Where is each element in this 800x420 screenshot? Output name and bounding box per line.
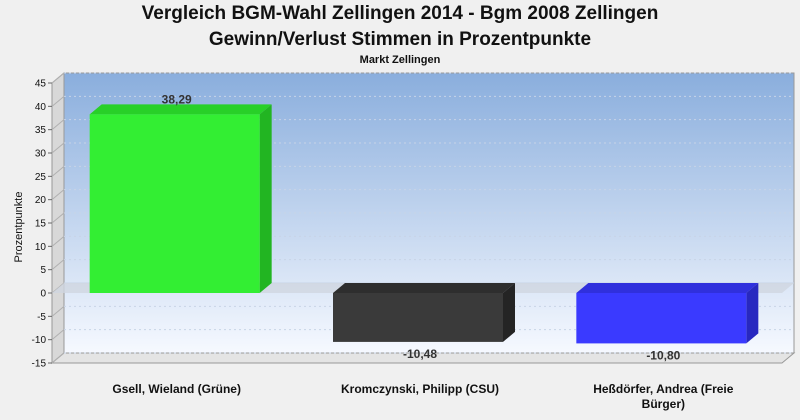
y-tick-label: -5 (37, 312, 46, 323)
gridline-side (51, 119, 65, 131)
bar-3 (576, 283, 759, 344)
chart-title: Vergleich BGM-Wahl Zellingen 2014 - Bgm … (141, 3, 659, 24)
data-label: -10,48 (403, 347, 437, 361)
bar-side (746, 283, 759, 344)
bar-side (503, 283, 515, 342)
y-tick-label: 15 (35, 219, 47, 230)
bar-1 (89, 104, 272, 294)
category-label: Kromczynski, Philipp (CSU) (341, 382, 499, 396)
y-axis-label: Prozentpunkte (13, 192, 25, 263)
gridline-side (51, 305, 65, 317)
y-tick-label: 20 (35, 195, 47, 206)
category-label: Gsell, Wieland (Grüne) (112, 382, 241, 396)
y-tick-label: 10 (35, 242, 47, 253)
y-tick-label: -15 (32, 359, 47, 370)
data-label: -10,80 (646, 348, 680, 362)
y-tick-label: 30 (35, 149, 47, 160)
gridline-side (51, 259, 65, 271)
y-tick-label: 40 (35, 102, 47, 113)
gridline-side (51, 142, 65, 154)
gridline-side (51, 352, 65, 364)
y-tick-label: 0 (40, 289, 46, 300)
chart-subtitle: Markt Zellingen (359, 54, 441, 66)
bar-side (259, 104, 272, 294)
y-tick-label: 45 (35, 79, 47, 90)
bar-2 (333, 283, 515, 342)
gridline-side (51, 212, 65, 224)
gridline-side (51, 72, 65, 84)
bar-top (89, 104, 272, 115)
bar-face (333, 293, 503, 342)
gridline-side (51, 329, 65, 341)
gridline-side (51, 165, 65, 177)
gridline-side (51, 189, 65, 201)
y-tick-label: 5 (40, 265, 46, 276)
gridline-side (51, 95, 65, 107)
gridline-side (51, 235, 65, 247)
bar-face (576, 293, 747, 344)
bar-face (89, 114, 260, 294)
category-label: Bürger) (642, 397, 685, 411)
y-tick-label: 25 (35, 172, 47, 183)
bar-top (333, 283, 515, 293)
bar-top (576, 283, 759, 293)
data-label: 38,29 (162, 92, 192, 106)
y-tick-label: 35 (35, 125, 47, 136)
y-tick-label: -10 (32, 335, 47, 346)
category-label: Heßdörfer, Andrea (Freie (593, 382, 734, 396)
chart-title-line2: Gewinn/Verlust Stimmen in Prozentpunkte (208, 29, 592, 50)
